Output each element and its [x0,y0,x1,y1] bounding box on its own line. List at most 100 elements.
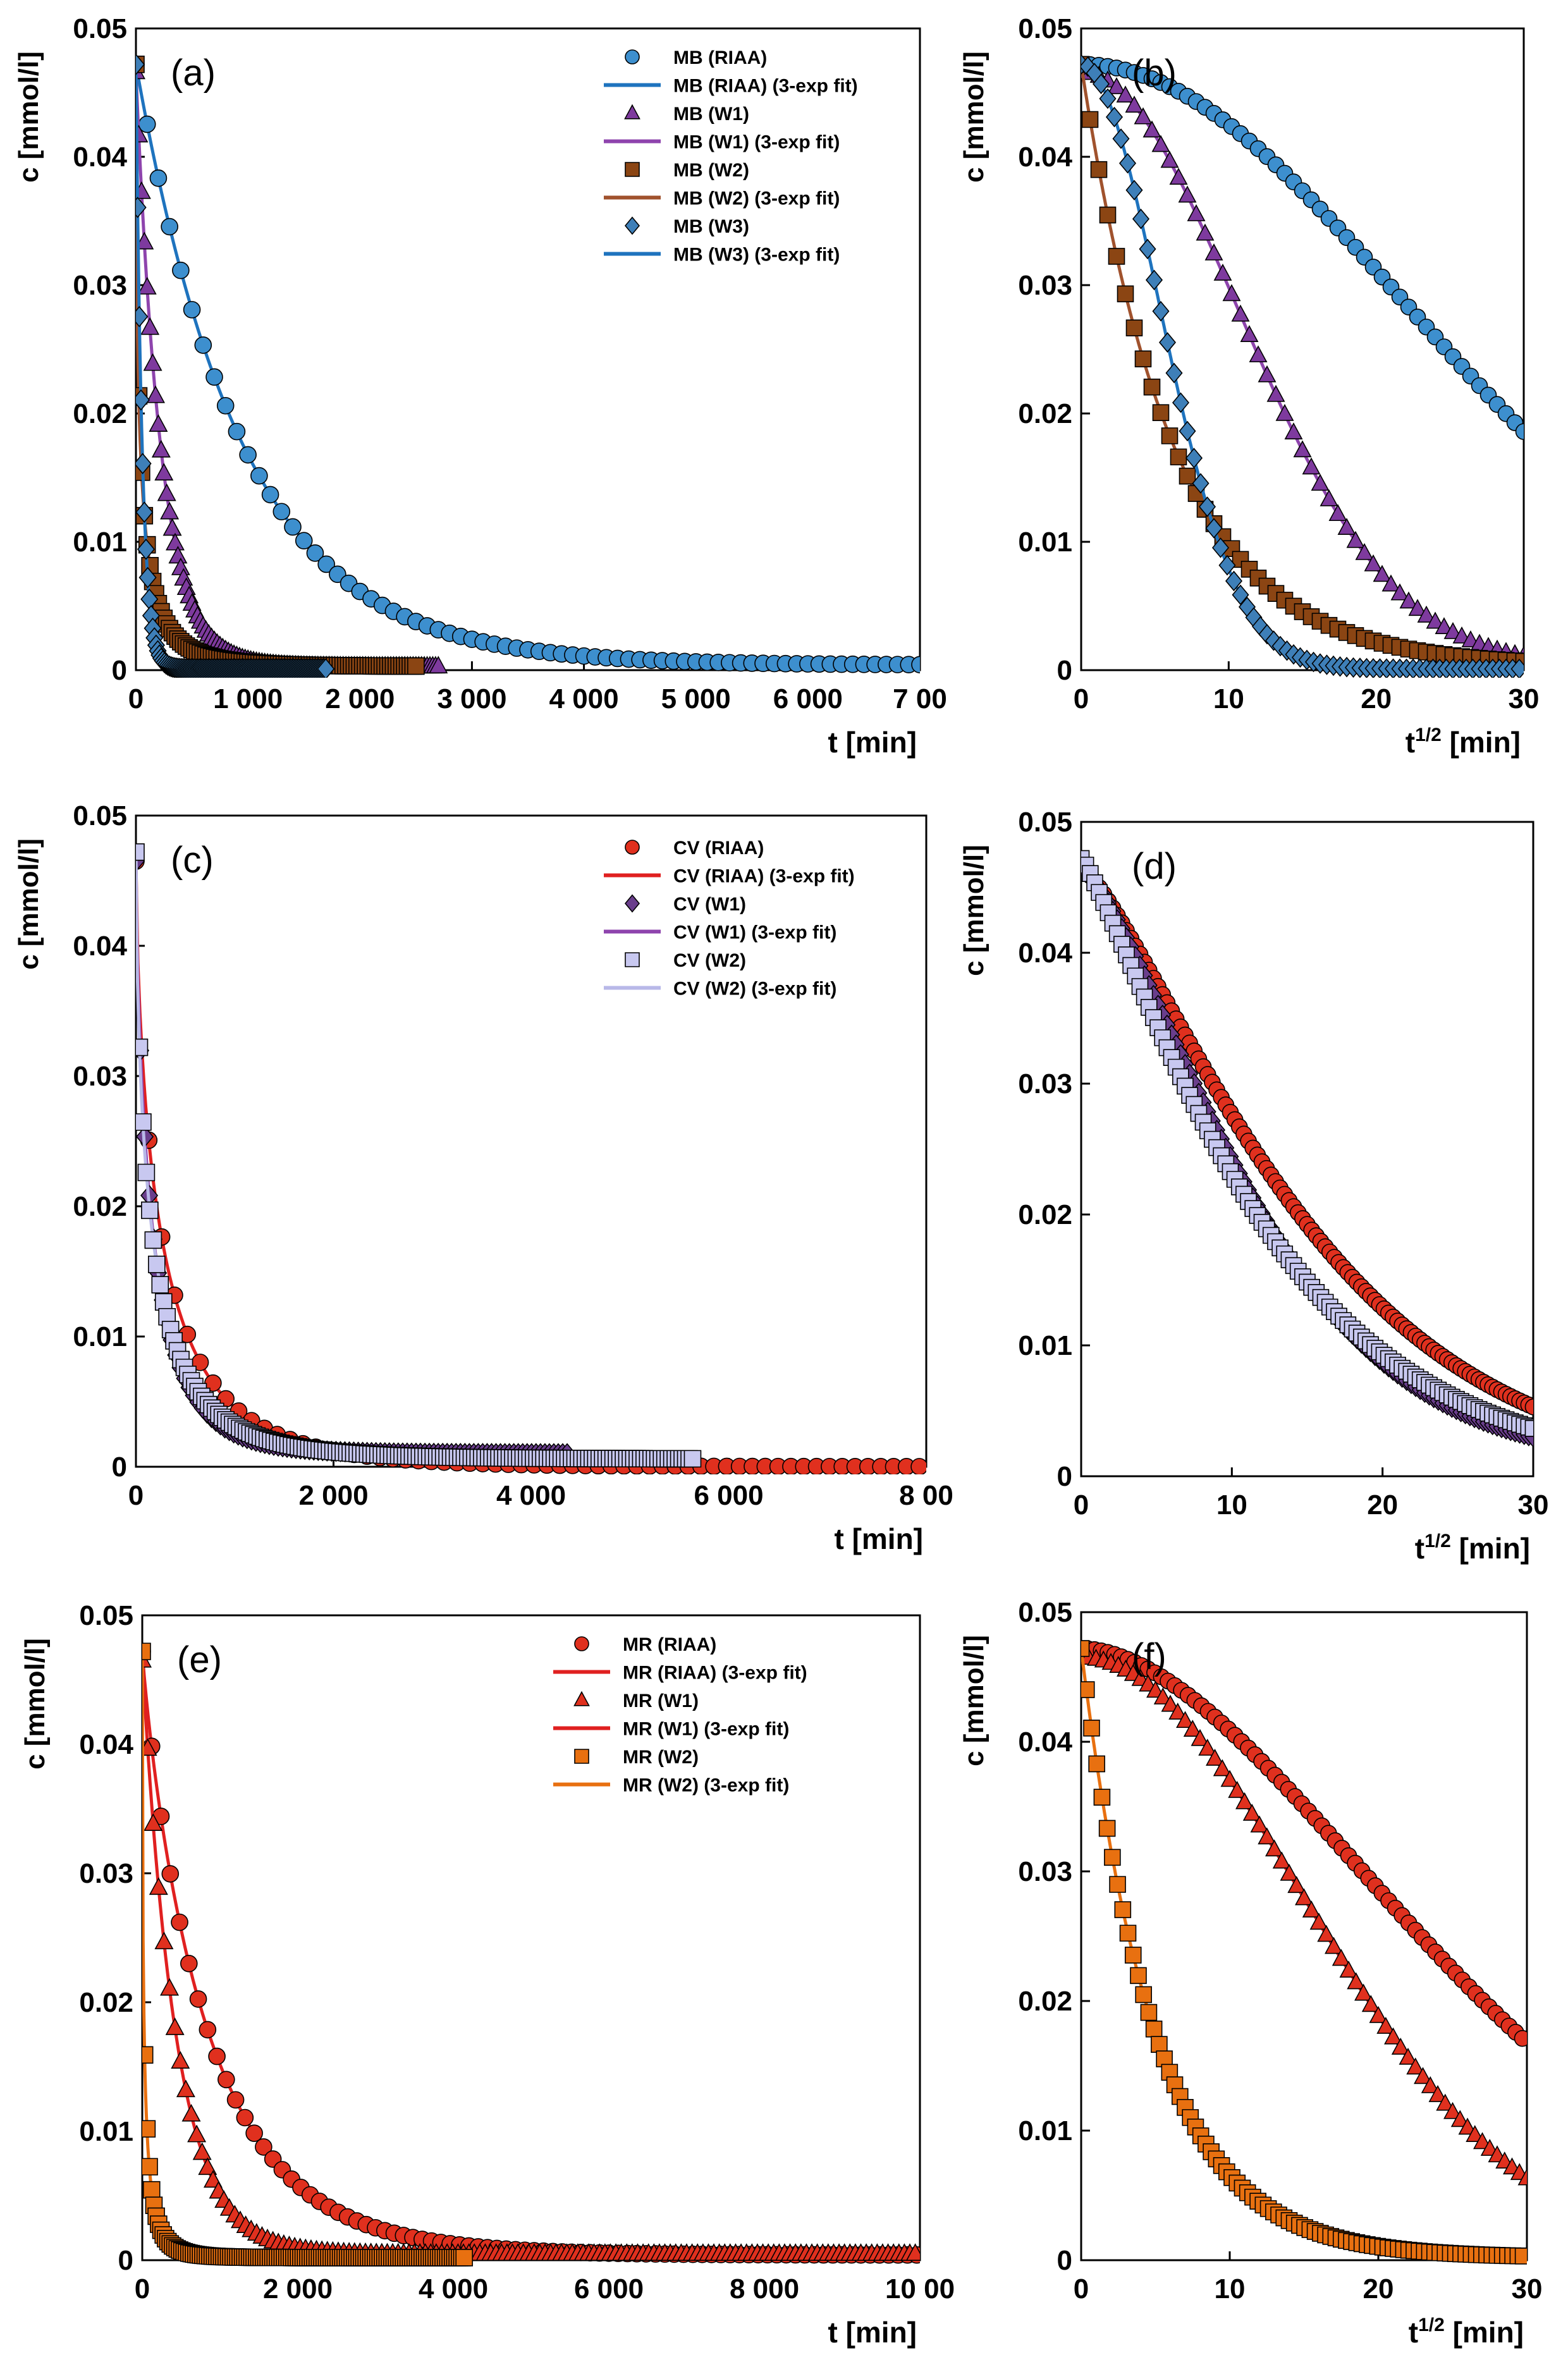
data-point [154,463,174,480]
data-point [1231,304,1250,322]
panel-label: (d) [1132,846,1177,887]
data-point [1452,626,1471,644]
data-point [1105,106,1124,128]
panel-label: (a) [171,52,216,94]
chart-panel-b: 0 0.01 0.02 0.03 0.04 0.05 0 10 20 30 c [mmol/l] t1… [959,13,1539,759]
legend-label: MB (W3) (3-exp fit) [673,245,840,266]
data-point [1337,518,1356,535]
data-point [189,1990,207,2008]
x-tick-label: 6 000 [574,2273,644,2304]
data-point [1130,1967,1147,1985]
data-point [1117,285,1134,303]
legend-marker [574,1636,589,1651]
y-tick-label: 0 [1057,2245,1072,2276]
data-point [199,2021,217,2039]
legend-label: MR (W2) (3-exp fit) [623,1775,789,1796]
x-axis-label: t1/2 [min] [1409,2315,1524,2349]
data-point [1399,2047,1418,2065]
legend-marker [625,840,640,855]
data-point [245,2124,263,2142]
data-point [148,1256,166,1273]
data-point [1099,206,1117,224]
data-point [911,656,920,674]
data-point [1443,2102,1462,2119]
legend-marker [625,49,640,64]
x-axis-label-unit: [min] [1442,726,1521,759]
data-point [142,2120,156,2138]
data-point [1510,658,1524,678]
data-point [161,217,178,236]
data-point [1152,404,1170,421]
data-point [1140,2004,1158,2021]
data-point [306,544,324,562]
data-point [1515,423,1524,440]
x-axis-label-sup: 1/2 [1424,1531,1451,1551]
data-point [1302,1900,1321,1918]
data-point [1104,1849,1121,1866]
data-point [1354,1983,1373,2001]
data-point [1317,1924,1336,1942]
y-tick-label: 0.02 [1018,398,1072,429]
data-point [1114,1901,1132,1918]
x-tick-label: 20 [1367,1490,1398,1520]
data-point [1160,150,1179,168]
series-layer [136,53,920,678]
data-point [1178,185,1197,203]
data-point [1191,1728,1210,1746]
data-point [1265,1839,1283,1857]
y-axis-label: c [mmol/l] [959,845,989,976]
y-axis-label: c [mmol/l] [959,1635,989,1766]
data-point [1145,2020,1163,2038]
x-tick-label: 0 [128,1480,144,1511]
y-tick-label: 0.02 [79,1987,133,2018]
legend-label: MR (W2) [623,1747,699,1768]
data-point [205,368,223,386]
legend-label: CV (W2) [673,950,746,971]
x-axis-label: t1/2 [min] [1415,1531,1530,1565]
series-layer [142,1643,920,2267]
y-tick-label: 0.02 [1018,1986,1072,2017]
data-point [910,1458,926,1474]
data-point [143,353,162,371]
data-point [1280,1863,1299,1881]
data-point [1240,325,1259,342]
series-layer [1081,1640,1527,2265]
data-point [683,1450,702,1468]
data-point [1220,1770,1239,1787]
series-mr-w2- [142,1643,474,2267]
data-point [1107,77,1126,94]
data-point [1099,88,1117,109]
data-point [137,538,155,560]
data-point [166,532,185,551]
data-point [317,658,335,678]
y-tick-label: 0.04 [1018,142,1072,173]
series-cv-w2- [1081,850,1533,1437]
data-point [1258,623,1276,645]
data-point [1204,243,1223,260]
data-point [1081,1640,1090,1657]
data-point [1364,554,1383,572]
legend-label: CV (W1) [673,894,746,915]
chart-panel-a: 0 0.01 0.02 0.03 0.04 0.05 0 1 000 2 000 3 000 4 0… [13,13,947,759]
data-point [1196,223,1215,241]
x-tick-label: 2 000 [325,683,395,714]
data-point [136,197,147,218]
legend-marker [573,1691,590,1706]
y-tick-label: 0.05 [73,13,127,44]
y-tick-label: 0.03 [73,270,127,301]
y-tick-label: 0.05 [79,1600,133,1631]
data-point [1198,1739,1217,1756]
y-tick-label: 0.05 [1018,807,1072,838]
legend-label: CV (W2) (3-exp fit) [673,979,836,1000]
data-point [1426,611,1445,629]
legend-label: MB (W1) (3-exp fit) [673,132,840,153]
data-point [180,1954,198,1973]
y-tick-label: 0.03 [1018,1068,1072,1099]
y-tick-label: 0.01 [79,2116,133,2147]
x-axis-label-unit: [min] [1451,1532,1530,1565]
data-point [1125,319,1143,337]
legend-marker [624,104,640,119]
series-mr-w1- [1081,1647,1527,2186]
data-point [1250,1815,1269,1833]
x-tick-label: 6 000 [773,683,843,714]
